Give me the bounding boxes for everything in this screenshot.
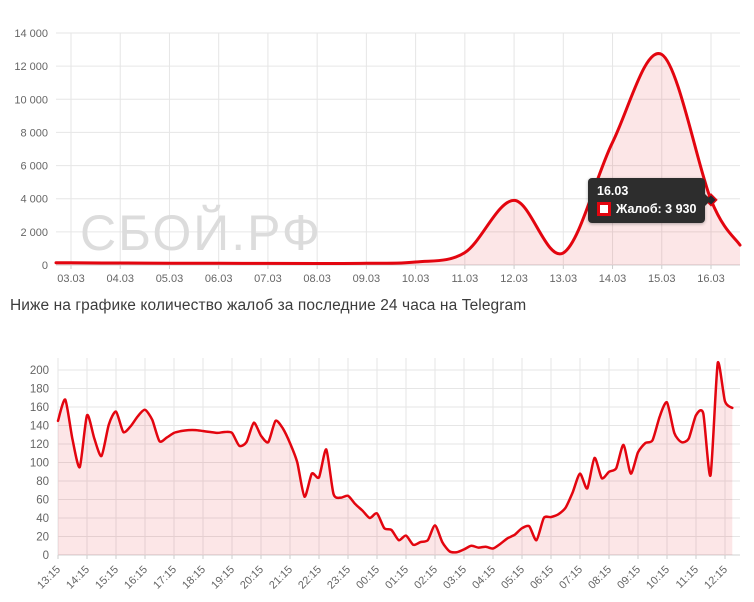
- x-axis-label: 19:15: [209, 564, 237, 592]
- y-axis-label: 6 000: [20, 161, 48, 173]
- x-axis-label: 09:15: [615, 564, 643, 592]
- y-axis-label: 120: [30, 439, 49, 451]
- x-axis-label: 03:15: [441, 564, 469, 592]
- x-axis-label: 01:15: [383, 564, 411, 592]
- x-axis-label: 16:15: [122, 564, 150, 592]
- chart-tooltip: 16.03 Жалоб: 3 930: [588, 178, 712, 223]
- x-axis-label: 16.03: [697, 273, 725, 285]
- chart-subtitle: Ниже на графике количество жалоб за посл…: [10, 297, 527, 314]
- x-axis-label: 03.03: [57, 273, 85, 285]
- x-axis-label: 15:15: [93, 564, 121, 592]
- y-axis-label: 80: [36, 476, 49, 488]
- x-axis-label: 05.03: [156, 273, 184, 285]
- x-axis-label: 07.03: [254, 273, 282, 285]
- x-axis-label: 11:15: [674, 564, 701, 591]
- y-axis-label: 140: [30, 421, 49, 433]
- y-axis-label: 60: [36, 495, 49, 507]
- x-axis-label: 10:15: [644, 564, 672, 592]
- y-axis-label: 40: [36, 513, 49, 525]
- x-axis-label: 23:15: [325, 564, 353, 592]
- x-axis-label: 14.03: [599, 273, 627, 285]
- x-axis-label: 02:15: [412, 564, 440, 592]
- x-axis-label: 08:15: [586, 564, 614, 592]
- series-area: [58, 362, 733, 555]
- x-axis-label: 05:15: [499, 564, 527, 592]
- x-axis-label: 13:15: [35, 564, 63, 592]
- x-axis-label: 13.03: [550, 273, 578, 285]
- complaints-history-chart[interactable]: 0 2 000 4 000 6 000 8 000 10 000 12 000 14 000 0…: [0, 0, 754, 296]
- x-axis-label: 12.03: [500, 273, 528, 285]
- x-axis-label: 09.03: [353, 273, 381, 285]
- x-axis-label: 04.03: [106, 273, 134, 285]
- x-axis-label: 08.03: [303, 273, 331, 285]
- y-axis-label: 12 000: [14, 61, 48, 73]
- y-axis-label: 14 000: [14, 28, 48, 40]
- y-axis-label: 10 000: [14, 94, 48, 106]
- x-axis-label: 06:15: [528, 564, 556, 592]
- tooltip-date: 16.03: [597, 184, 629, 198]
- tooltip-value: Жалоб: 3 930: [616, 202, 697, 216]
- x-axis-label: 00:15: [354, 564, 382, 592]
- x-axis-label: 18:15: [180, 564, 208, 592]
- x-axis-label: 22:15: [296, 564, 324, 592]
- complaints-24h-chart[interactable]: 0 20 40 60 80 100 120 140 160 180 200 13:15 14:15 15:…: [0, 340, 754, 602]
- x-axis-label: 14:15: [64, 564, 92, 592]
- y-axis-label: 0: [43, 550, 49, 562]
- watermark: СБОЙ.РФ: [80, 204, 322, 261]
- y-axis-label: 4 000: [20, 194, 48, 206]
- tooltip-row: Жалоб: 3 930: [597, 202, 696, 216]
- x-axis-label: 20:15: [238, 564, 266, 592]
- y-axis-label: 180: [30, 384, 49, 396]
- y-axis-label: 160: [30, 402, 49, 414]
- x-axis-label: 11.03: [451, 273, 478, 285]
- x-axis-label: 17:15: [151, 564, 179, 592]
- x-axis-label: 21:15: [267, 564, 295, 592]
- y-axis-label: 200: [30, 365, 49, 377]
- y-axis-label: 8 000: [20, 127, 48, 139]
- x-axis-label: 07:15: [557, 564, 585, 592]
- series-line: [56, 361, 734, 554]
- x-axis-label: 06.03: [205, 273, 233, 285]
- y-axis-label: 100: [30, 458, 49, 470]
- series-swatch-icon: [597, 202, 611, 216]
- y-axis-label: 0: [42, 260, 48, 272]
- series-line: [54, 52, 742, 266]
- x-axis-label: 12:15: [702, 564, 730, 592]
- x-axis-label: 10.03: [402, 273, 430, 285]
- x-axis-label: 15.03: [648, 273, 676, 285]
- series-area: [56, 53, 740, 265]
- x-axis-label: 04:15: [470, 564, 498, 592]
- y-axis-label: 2 000: [20, 227, 48, 239]
- y-axis-label: 20: [36, 532, 49, 544]
